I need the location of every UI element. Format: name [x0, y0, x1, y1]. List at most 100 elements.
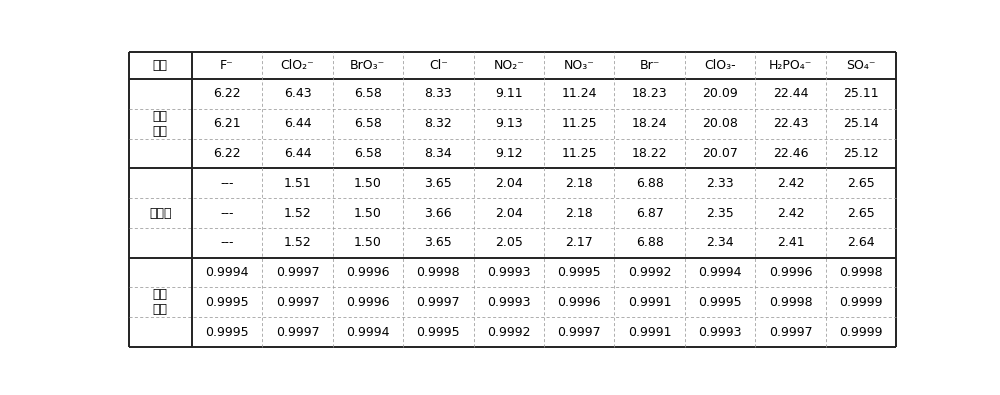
Text: SO₄⁻: SO₄⁻ — [846, 59, 876, 72]
Text: 18.22: 18.22 — [632, 147, 667, 160]
Text: 8.34: 8.34 — [424, 147, 452, 160]
Text: 20.08: 20.08 — [702, 117, 738, 130]
Text: 0.9993: 0.9993 — [487, 296, 530, 309]
Text: 22.44: 22.44 — [773, 87, 808, 100]
Text: 2.05: 2.05 — [495, 236, 523, 249]
Text: 3.66: 3.66 — [424, 207, 452, 220]
Text: ClO₂⁻: ClO₂⁻ — [281, 59, 314, 72]
Text: ClO₃-: ClO₃- — [704, 59, 736, 72]
Text: 2.35: 2.35 — [706, 207, 734, 220]
Text: 1.51: 1.51 — [284, 177, 311, 190]
Text: 0.9997: 0.9997 — [769, 325, 812, 339]
Text: 2.18: 2.18 — [565, 177, 593, 190]
Text: 0.9998: 0.9998 — [769, 296, 812, 309]
Text: 0.9996: 0.9996 — [346, 296, 390, 309]
Text: 分离度: 分离度 — [149, 207, 172, 220]
Text: 2.41: 2.41 — [777, 236, 804, 249]
Text: 25.12: 25.12 — [843, 147, 879, 160]
Text: 22.46: 22.46 — [773, 147, 808, 160]
Text: 2.04: 2.04 — [495, 207, 523, 220]
Text: 2.17: 2.17 — [565, 236, 593, 249]
Text: 3.65: 3.65 — [424, 177, 452, 190]
Text: 20.07: 20.07 — [702, 147, 738, 160]
Text: 0.9997: 0.9997 — [276, 266, 319, 279]
Text: 1.50: 1.50 — [354, 177, 382, 190]
Text: 0.9991: 0.9991 — [628, 296, 671, 309]
Text: 6.43: 6.43 — [284, 87, 311, 100]
Text: 9.11: 9.11 — [495, 87, 523, 100]
Text: 9.12: 9.12 — [495, 147, 523, 160]
Text: 1.52: 1.52 — [284, 207, 311, 220]
Text: 0.9997: 0.9997 — [276, 325, 319, 339]
Text: 22.43: 22.43 — [773, 117, 808, 130]
Text: ---: --- — [220, 236, 234, 249]
Text: 2.64: 2.64 — [847, 236, 875, 249]
Text: 11.24: 11.24 — [561, 87, 597, 100]
Text: 2.65: 2.65 — [847, 177, 875, 190]
Text: 6.44: 6.44 — [284, 147, 311, 160]
Text: 0.9999: 0.9999 — [839, 325, 883, 339]
Text: 0.9992: 0.9992 — [628, 266, 671, 279]
Text: 9.13: 9.13 — [495, 117, 523, 130]
Text: 6.88: 6.88 — [636, 236, 664, 249]
Text: 11.25: 11.25 — [561, 117, 597, 130]
Text: 1.50: 1.50 — [354, 207, 382, 220]
Text: 2.04: 2.04 — [495, 177, 523, 190]
Text: 18.24: 18.24 — [632, 117, 667, 130]
Text: 2.34: 2.34 — [706, 236, 734, 249]
Text: 0.9995: 0.9995 — [557, 266, 601, 279]
Text: 0.9997: 0.9997 — [276, 296, 319, 309]
Text: 0.9999: 0.9999 — [839, 296, 883, 309]
Text: 0.9996: 0.9996 — [346, 266, 390, 279]
Text: ---: --- — [220, 177, 234, 190]
Text: F⁻: F⁻ — [220, 59, 234, 72]
Text: 0.9996: 0.9996 — [769, 266, 812, 279]
Text: 6.88: 6.88 — [636, 177, 664, 190]
Text: 0.9995: 0.9995 — [205, 325, 249, 339]
Text: 0.9993: 0.9993 — [487, 266, 530, 279]
Text: NO₂⁻: NO₂⁻ — [493, 59, 524, 72]
Text: 6.58: 6.58 — [354, 87, 382, 100]
Text: 2.33: 2.33 — [706, 177, 734, 190]
Text: BrO₃⁻: BrO₃⁻ — [350, 59, 385, 72]
Text: 线性
系数: 线性 系数 — [153, 288, 168, 316]
Text: 8.32: 8.32 — [424, 117, 452, 130]
Text: 0.9998: 0.9998 — [416, 266, 460, 279]
Text: 0.9993: 0.9993 — [698, 325, 742, 339]
Text: NO₃⁻: NO₃⁻ — [564, 59, 595, 72]
Text: 20.09: 20.09 — [702, 87, 738, 100]
Text: 0.9996: 0.9996 — [557, 296, 601, 309]
Text: 6.87: 6.87 — [636, 207, 664, 220]
Text: 6.21: 6.21 — [213, 117, 241, 130]
Text: 0.9998: 0.9998 — [839, 266, 883, 279]
Text: Cl⁻: Cl⁻ — [429, 59, 448, 72]
Text: 0.9995: 0.9995 — [416, 325, 460, 339]
Text: 11.25: 11.25 — [561, 147, 597, 160]
Text: 0.9991: 0.9991 — [628, 325, 671, 339]
Text: 0.9994: 0.9994 — [346, 325, 390, 339]
Text: 1.50: 1.50 — [354, 236, 382, 249]
Text: 6.22: 6.22 — [213, 147, 241, 160]
Text: 0.9992: 0.9992 — [487, 325, 530, 339]
Text: 6.44: 6.44 — [284, 117, 311, 130]
Text: 2.42: 2.42 — [777, 207, 804, 220]
Text: 25.14: 25.14 — [843, 117, 879, 130]
Text: 2.65: 2.65 — [847, 207, 875, 220]
Text: H₂PO₄⁻: H₂PO₄⁻ — [769, 59, 812, 72]
Text: Br⁻: Br⁻ — [639, 59, 660, 72]
Text: 0.9995: 0.9995 — [698, 296, 742, 309]
Text: 6.58: 6.58 — [354, 147, 382, 160]
Text: 3.65: 3.65 — [424, 236, 452, 249]
Text: 6.58: 6.58 — [354, 117, 382, 130]
Text: 25.11: 25.11 — [843, 87, 879, 100]
Text: 0.9997: 0.9997 — [416, 296, 460, 309]
Text: 0.9997: 0.9997 — [557, 325, 601, 339]
Text: 保留
时间: 保留 时间 — [153, 110, 168, 138]
Text: 1.52: 1.52 — [284, 236, 311, 249]
Text: 8.33: 8.33 — [424, 87, 452, 100]
Text: 0.9995: 0.9995 — [205, 296, 249, 309]
Text: 6.22: 6.22 — [213, 87, 241, 100]
Text: 0.9994: 0.9994 — [698, 266, 742, 279]
Text: 2.42: 2.42 — [777, 177, 804, 190]
Text: 0.9994: 0.9994 — [205, 266, 249, 279]
